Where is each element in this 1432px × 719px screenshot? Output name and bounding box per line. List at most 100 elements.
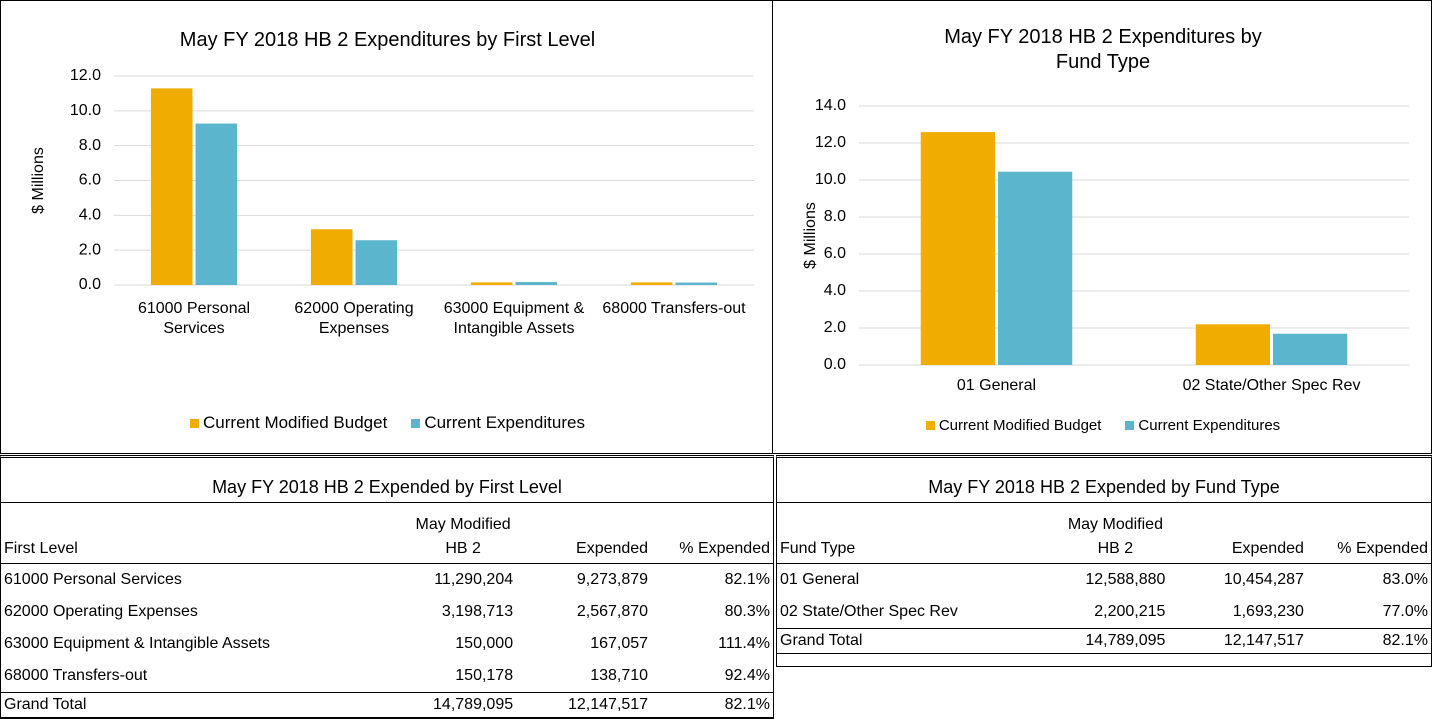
column-header: Expended [1168,502,1307,564]
x-tick-label: 68000 Transfers-out [602,300,746,317]
legend-swatch [925,421,935,430]
total-cell: 12,147,517 [1168,628,1307,654]
bar [630,282,673,285]
bar [355,240,398,285]
total-cell: Grand Total [777,628,1028,654]
legend-swatch [411,419,421,428]
y-tick-label: 4.0 [824,282,846,299]
header-row: First Level May Modified HB 2 Expended% Ex… [1,502,773,564]
table-title: May FY 2018 HB 2 Expended by Fund Type [777,458,1431,503]
x-tick-label: 63000 Equipment & Intangible Assets [443,300,585,337]
y-tick-label: 14.0 [815,97,846,114]
total-cell: Grand Total [1,692,357,718]
total-cell: 82.1% [1306,628,1431,654]
table-cell: 68000 Transfers-out [4,667,148,684]
column-header: % Expended [651,502,773,564]
table-row: 61000 Personal Services 11,290,204 9,273,8… [1,564,773,597]
y-tick-label: 10.0 [70,102,101,119]
chart-title: May FY 2018 HB 2 Expenditures by First L… [179,29,596,51]
legend-item: Current Expenditures [411,413,585,432]
chart-panel: $ Millions 0.0 2.0 4.0 6.0 8.0 10.0 12.0 May FY … [0,0,773,454]
legend-swatch [190,419,200,428]
table: May FY 2018 HB 2 Expended by Fund Type Fu… [777,458,1431,654]
legend-item: Current Expenditures [1125,417,1280,434]
table: May FY 2018 HB 2 Expended by First Level… [1,458,773,718]
y-tick-label: 6.0 [824,245,846,262]
column-header: % Expended [1306,502,1431,564]
table-cell: 83.0% [1382,571,1428,588]
bar [515,282,558,285]
y-tick-label: 8.0 [824,208,846,225]
chart-panel: $ Millions 0.0 2.0 4.0 6.0 8.0 10.0 12.0 14.0 May… [772,0,1432,454]
table-panel: May FY 2018 HB 2 Expended by Fund Type Fu… [776,455,1432,667]
chart: $ Millions 0.0 2.0 4.0 6.0 8.0 10.0 12.0 14.0 [802,97,1409,373]
table-cell: 138,710 [590,667,649,684]
legend-label: Current Modified Budget [203,413,388,432]
legend-item: Current Modified Budget [190,413,387,432]
table-cell: 62000 Operating Expenses [4,603,198,620]
bar [998,171,1073,365]
table-cell: 167,057 [590,635,649,652]
bar [310,229,353,285]
table-cell: 9,273,879 [576,571,649,588]
y-tick-label: 0.0 [824,356,846,373]
total-row: Grand Total 14,789,095 12,147,517 82.1% [1,692,773,718]
table-cell: 92.4% [724,667,770,684]
y-tick-label: 0.0 [79,276,101,293]
bar [150,88,193,285]
column-header: May Modified HB 2 [1027,502,1169,564]
legend: Current Modified Budget Current Expenditu… [773,416,1431,436]
legend-label: Current Expenditures [1138,417,1281,434]
table-cell: 10,454,287 [1223,571,1304,588]
x-tick-label: 62000 Operating Expenses [294,300,414,337]
table-title-row: May FY 2018 HB 2 Expended by First Level [1,458,773,503]
table-cell: 01 General [780,571,860,588]
table-row: 02 State/Other Spec Rev 2,200,215 1,693,23… [777,596,1431,629]
legend-item: Current Modified Budget [925,417,1102,434]
table-cell: 3,198,713 [441,603,514,620]
table-row: 01 General 12,588,880 10,454,287 83.0% [777,564,1431,597]
table-cell: 11,290,204 [434,571,514,588]
chart-title: May FY 2018 HB 2 Expenditures by Fund Ty… [944,26,1262,73]
table-cell: 2,567,870 [576,603,649,620]
table-cell: 150,178 [455,667,514,684]
x-tick-label: 01 General [956,377,1037,394]
bar [470,282,513,285]
y-axis-label: $ Millions [802,202,819,269]
table-cell: 111.4% [718,635,770,652]
table-row: 63000 Equipment & Intangible Assets 150,0… [1,628,773,660]
table-cell: 2,200,215 [1094,603,1166,620]
y-tick-label: 12.0 [70,67,101,84]
bar [675,282,718,285]
total-row: Grand Total 14,789,095 12,147,517 82.1% [777,628,1431,654]
table-row: 68000 Transfers-out 150,178 138,710 92.4% [1,660,773,693]
bar [1195,324,1270,365]
legend-label: Current Expenditures [424,413,585,432]
table-cell: 12,588,880 [1085,571,1166,588]
table-cell: 1,693,230 [1232,603,1304,620]
table-title-row: May FY 2018 HB 2 Expended by Fund Type [777,458,1431,503]
legend-label: Current Modified Budget [938,417,1102,434]
total-cell: 12,147,517 [516,692,652,718]
chart: $ Millions 0.0 2.0 4.0 6.0 8.0 10.0 12.0 [30,67,754,293]
table-cell: 80.3% [724,603,770,620]
legend-swatch [1125,421,1135,430]
y-tick-label: 2.0 [824,319,846,336]
table-cell: 61000 Personal Services [4,571,182,588]
table-cell: 82.1% [724,571,770,588]
column-header-text: May Modified HB 2 [1067,516,1163,557]
table-title: May FY 2018 HB 2 Expended by First Level [1,458,773,503]
column-header: Fund Type [777,502,1028,564]
table-cell: 150,000 [455,635,514,652]
table-panel: May FY 2018 HB 2 Expended by First Level… [0,455,774,719]
legend: Current Modified Budget Current Expenditu… [1,413,772,433]
total-cell: 82.1% [651,692,773,718]
table-cell: 63000 Equipment & Intangible Assets [4,635,270,652]
header-row: Fund Type May Modified HB 2 Expended% Expe… [777,502,1431,564]
table-row: 62000 Operating Expenses 3,198,713 2,567,8… [1,596,773,628]
bar [195,123,238,285]
y-tick-label: 12.0 [815,134,846,151]
table-cell: 77.0% [1382,603,1428,620]
y-tick-label: 2.0 [79,241,101,258]
